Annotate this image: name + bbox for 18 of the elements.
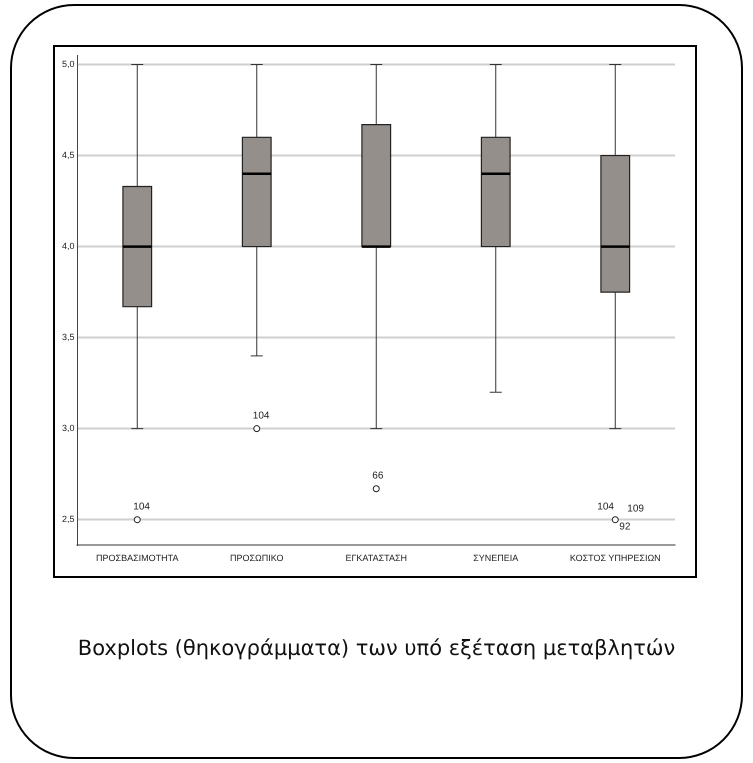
annotation: 66 bbox=[372, 470, 384, 482]
annotation: 109 bbox=[627, 503, 644, 514]
annotation: 92 bbox=[619, 521, 631, 532]
y-tick-label: 3,0 bbox=[62, 423, 75, 434]
y-tick-label: 4,5 bbox=[62, 150, 75, 160]
x-tick-label: ΠΡΟΣΒΑΣΙΜΟΤΗΤΑ bbox=[96, 553, 178, 564]
y-tick-label: 4,0 bbox=[62, 241, 75, 252]
x-tick-label: ΕΓΚΑΤΑΣΤΑΣΗ bbox=[345, 553, 408, 564]
annotation: 104 bbox=[597, 501, 614, 512]
x-tick-label: ΣΥΝΕΠΕΙΑ bbox=[473, 553, 518, 564]
y-tick-label: 2,5 bbox=[62, 514, 75, 524]
text: Boxplots (θηκογράμματα) των υπό εξέταση μεταβλητών bbox=[76, 635, 676, 662]
x-tick-label: ΚΟΣΤΟΣ ΥΠΗΡΕΣΙΩΝ bbox=[570, 553, 661, 564]
y-tick-label: 3,5 bbox=[62, 332, 75, 342]
x-tick-label: ΠΡΟΣΩΠΙΚΟ bbox=[230, 553, 284, 564]
y-tick-label: 5,0 bbox=[62, 58, 75, 69]
annotation: 104 bbox=[133, 501, 150, 512]
annotation: 104 bbox=[252, 410, 270, 422]
